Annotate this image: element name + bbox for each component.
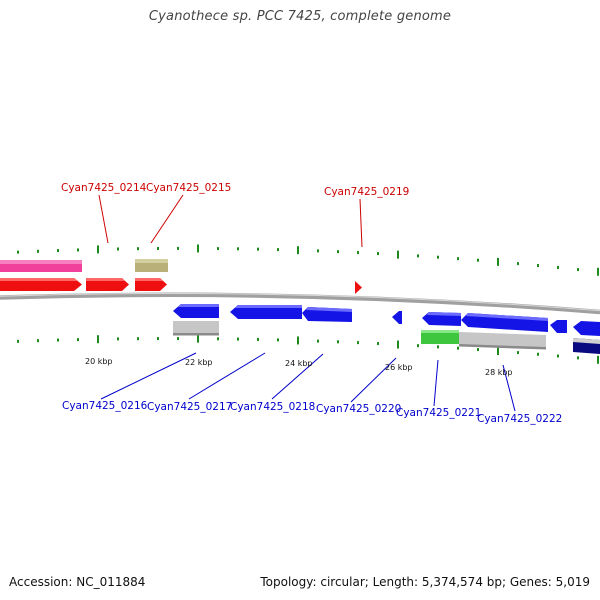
ruler-label-24kbp: 24 kbp [285,359,313,368]
leader-line-cyan7425-0222 [502,364,516,412]
ruler-label-28kbp: 28 kbp [485,368,513,377]
leader-line-cyan7425-0217 [188,352,266,400]
accession-text: Accession: NC_011884 [9,575,146,589]
genome-backbone [0,292,600,315]
gene-cyan7425-0215[interactable] [135,278,167,291]
gene-label-cyan7425-0220[interactable]: Cyan7425_0220 [316,403,401,415]
gene-cyan7425-0213[interactable] [0,278,82,291]
lower-tick-ring [17,334,599,364]
genome-summary: Topology: circular; Length: 5,374,574 bp… [260,575,590,589]
gene-label-cyan7425-0221[interactable]: Cyan7425_0221 [396,407,481,419]
gene-cyan7425-0219[interactable] [355,281,362,294]
ruler-label-26kbp: 26 kbp [385,363,413,372]
gene-cyan7425-0220[interactable] [392,311,402,324]
leader-line-cyan7425-0218 [271,353,324,400]
gene-label-cyan7425-0215[interactable]: Cyan7425_0215 [146,182,231,194]
gene-label-cyan7425-0222[interactable]: Cyan7425_0222 [477,413,562,425]
gene-feature-blue-small[interactable] [550,320,567,333]
map-title: Cyanothece sp. PCC 7425, complete genome [148,9,452,24]
gene-feature-gray-1[interactable] [173,321,219,335]
leader-line-cyan7425-0219 [359,198,363,248]
ruler-label-22kbp: 22 kbp [185,358,213,367]
gene-cyan7425-0214[interactable] [86,278,129,291]
leader-line-cyan7425-0220 [350,357,397,403]
upper-tick-ring [17,244,599,276]
ruler-label-20kbp: 20 kbp [85,357,113,366]
leader-line-cyan7425-0221 [433,359,439,407]
gene-feature-green[interactable] [421,330,459,344]
leader-line-cyan7425-0214 [98,194,109,244]
gene-cyan7425-0217[interactable] [230,305,302,319]
leader-line-cyan7425-0215 [150,194,184,244]
gene-label-cyan7425-0217[interactable]: Cyan7425_0217 [147,401,232,413]
gene-label-cyan7425-0216[interactable]: Cyan7425_0216 [62,400,148,412]
gene-feature-blue-edge[interactable] [573,321,600,336]
gene-label-cyan7425-0214[interactable]: Cyan7425_0214 [61,182,147,194]
leader-line-cyan7425-0216 [100,352,197,400]
gene-cyan7425-0216[interactable] [173,304,219,318]
gene-label-cyan7425-0219[interactable]: Cyan7425_0219 [324,186,409,198]
gene-label-cyan7425-0218[interactable]: Cyan7425_0218 [230,401,315,413]
